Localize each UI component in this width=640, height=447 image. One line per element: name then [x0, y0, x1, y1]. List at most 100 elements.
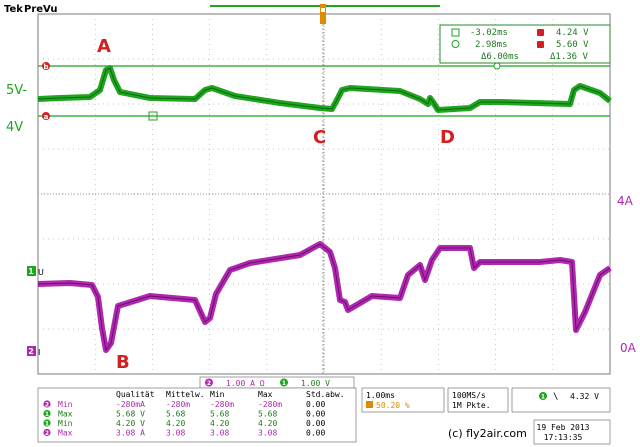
trigger-readout-panel[interactable]: 1 \ 4.32 V	[511, 387, 611, 413]
measurement-cell: -280m	[166, 400, 190, 409]
t2-circle-icon	[451, 40, 460, 48]
cursor-readout-frame	[439, 24, 611, 64]
ch2-ground-letter: I	[38, 348, 40, 357]
brand-label: Tek	[4, 4, 23, 15]
ch2-lower-current-label: 0A	[620, 341, 637, 355]
ch1-scale-icon	[280, 378, 288, 387]
trigger-source-index: 1	[541, 394, 545, 401]
cursor-v1-value: 4.24 V	[556, 28, 589, 38]
capture-date: 19 Feb 2013	[537, 423, 590, 432]
measurement-cell: 4.20	[258, 419, 277, 428]
measurement-type-label: Min	[58, 400, 73, 409]
acquisition-frame	[447, 387, 509, 413]
annotation-d: D	[440, 127, 455, 148]
measurement-column-header: Min	[210, 390, 225, 399]
timebase-per-div: 1.00ms	[366, 391, 395, 400]
measurement-channel-index: 2	[45, 401, 49, 408]
graticule-grid	[38, 14, 610, 374]
measurement-channel-icon	[43, 419, 51, 427]
acquisition-panel[interactable]: 100MS/s 1M Pkte.	[447, 387, 509, 413]
cursor-delta-t: Δ6.00ms	[481, 52, 519, 62]
measurement-channel-index: 2	[45, 430, 49, 437]
trigger-slope-icon: \	[553, 392, 558, 402]
measurement-column-header: Std.abw.	[306, 390, 345, 399]
sample-rate: 100MS/s	[452, 391, 486, 400]
measurement-cell: 4.20	[210, 419, 229, 428]
cursor-v2-value: 5.60 V	[556, 40, 589, 50]
annotation-a: A	[97, 36, 111, 57]
measurement-cell: 0.00	[306, 429, 325, 438]
v2-marker-icon	[537, 41, 544, 48]
capture-time: 17:13:35	[544, 433, 583, 442]
t1-square-icon	[451, 28, 460, 37]
measurement-cell: 0.00	[306, 410, 325, 419]
v1-marker-icon	[537, 29, 544, 36]
measurement-cell: 3.08	[166, 429, 185, 438]
trigger-level: 4.32 V	[570, 392, 599, 401]
trigger-position-percent: 50.20 %	[376, 401, 410, 410]
ch1-scale-value: 1.00 V	[301, 379, 330, 388]
measurement-channel-index: 1	[45, 420, 49, 427]
measurement-cell: 4.20	[166, 419, 185, 428]
measurement-channel-icon	[43, 400, 51, 408]
cursor-t2-value: 2.98ms	[475, 40, 508, 50]
horizontal-cursor-circle-icon[interactable]	[493, 62, 501, 70]
annotation-c: C	[313, 127, 326, 148]
measurement-cell: 0.00	[306, 400, 325, 409]
measurement-type-label: Min	[58, 419, 73, 428]
measurement-cell: 5.68	[258, 410, 277, 419]
ch2-ground-index: 2	[28, 347, 34, 356]
timebase-frame	[361, 387, 445, 413]
trigger-position-marker[interactable]	[320, 4, 326, 24]
ch2-scale-icon	[205, 378, 213, 387]
measurement-cell: 3.08	[258, 429, 277, 438]
measurement-cell: -280m	[258, 400, 282, 409]
trigger-source-icon	[539, 392, 547, 400]
measurement-cell: 5.68	[166, 410, 185, 419]
scale-bar-frame	[199, 376, 355, 389]
measurement-column-header: Max	[258, 390, 273, 399]
measurement-cell: 5.68 V	[116, 410, 145, 419]
ch2-upper-current-label: 4A	[617, 194, 634, 208]
trigger-marker-icon	[320, 4, 326, 24]
measurement-channel-icon	[43, 409, 51, 418]
measurement-cell: 0.00	[306, 419, 325, 428]
measurement-cell: -280mA	[116, 400, 145, 409]
trigger-readout-frame	[511, 387, 611, 413]
horizontal-cursor-square-icon[interactable]	[148, 111, 158, 121]
measurement-channel-index: 1	[45, 411, 49, 418]
record-length: 1M Pkte.	[452, 401, 491, 410]
ch2-ground-icon	[27, 346, 36, 356]
measurement-type-label: Max	[58, 410, 73, 419]
measurement-cell: 4.20 V	[116, 419, 145, 428]
measurement-panel-frame	[37, 387, 357, 443]
vertical-scale-bar[interactable]: 2 1.00 A Ω 1 1.00 V	[199, 376, 355, 389]
copyright-credit: (c) fly2air.com	[448, 427, 527, 440]
ch1-ground-icon	[27, 266, 36, 276]
timebase-panel[interactable]: 1.00ms 50.20 %	[361, 387, 445, 413]
cursor-readout-panel[interactable]: -3.02ms 2.98ms Δ6.00ms 4.24 V 5.60 V Δ1.…	[439, 24, 611, 64]
measurement-panel[interactable]: Qualität Mittelw. Min Max Std.abw. 2 Min -280m…	[37, 387, 357, 443]
cursor-a-marker-letter: a	[44, 113, 49, 121]
datetime-frame	[533, 419, 611, 445]
measurement-cell: -280m	[210, 400, 234, 409]
cursor-delta-v: Δ1.36 V	[550, 52, 589, 62]
measurement-type-label: Max	[58, 429, 73, 438]
measurement-column-header: Mittelw.	[166, 390, 205, 399]
datetime-panel: 19 Feb 2013 17:13:35	[533, 419, 611, 445]
ch2-scale-value: 1.00 A Ω	[226, 379, 265, 388]
ch1-lower-voltage-label: 4V	[6, 120, 23, 135]
ch1-ground-letter: U	[38, 268, 44, 277]
ch1-upper-voltage-label: 5V-	[6, 83, 27, 98]
measurement-column-header: Qualität	[116, 390, 155, 399]
ch2-ground-marker[interactable]: 2	[27, 346, 36, 356]
ch1-ground-index: 1	[28, 267, 34, 276]
ch1-ground-marker[interactable]: 1	[27, 266, 36, 276]
ch1-scale-index: 1	[282, 380, 286, 387]
measurement-cell: 3.08	[210, 429, 229, 438]
cursor-b-marker-icon	[42, 62, 50, 70]
measurement-cell: 5.68	[210, 410, 229, 419]
cursor-a-marker-icon	[42, 112, 50, 120]
channel-1-trace-core	[37, 67, 611, 111]
